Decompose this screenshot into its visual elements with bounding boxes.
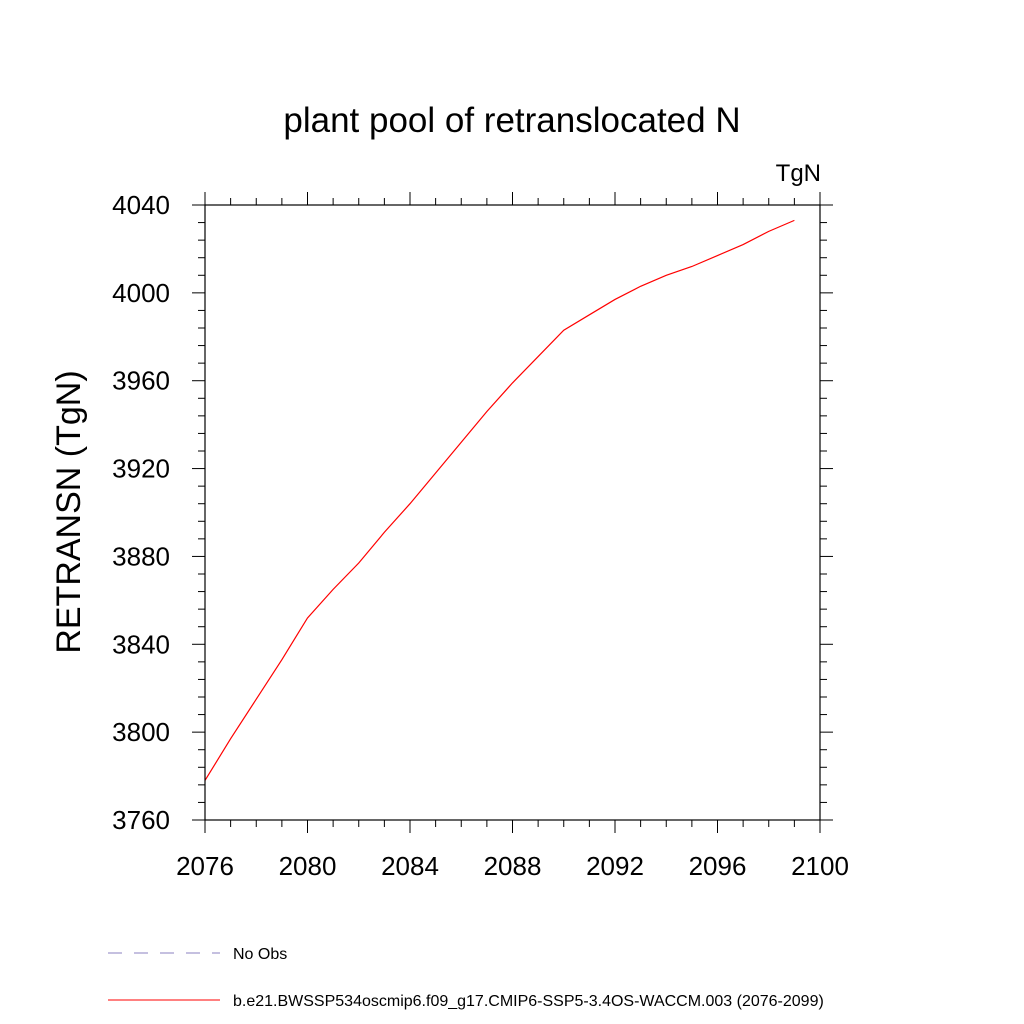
- x-tick-label: 2092: [586, 851, 644, 881]
- ticks-layer: 3760 3800 3840 3880 3920 3960 4000 4040 2076 2080…: [112, 190, 849, 881]
- y-tick-label: 3920: [112, 454, 170, 484]
- x-tick-label: 2080: [279, 851, 337, 881]
- y-axis-label: RETRANSN (TgN): [50, 370, 88, 653]
- series-line-1: [204, 219, 795, 781]
- legend: No Obs b.e21.BWSSP534oscmip6.f09_g17.CMIP…: [108, 946, 824, 1010]
- y-tick-label: 3800: [112, 717, 170, 747]
- legend-label-0: No Obs: [233, 946, 287, 963]
- legend-label-1: b.e21.BWSSP534oscmip6.f09_g17.CMIP6-SSP5…: [233, 993, 824, 1010]
- y-tick-label: 3760: [112, 805, 170, 835]
- x-tick-label: 2100: [791, 851, 849, 881]
- x-tick-label: 2088: [484, 851, 542, 881]
- x-tick-label: 2076: [176, 851, 234, 881]
- x-tick-label: 2084: [381, 851, 439, 881]
- y-tick-label: 4040: [112, 190, 170, 220]
- x-tick-label: 2096: [689, 851, 747, 881]
- y-tick-label: 4000: [112, 278, 170, 308]
- plot-frame: [204, 204, 821, 821]
- y-tick-label: 3960: [112, 366, 170, 396]
- y-tick-label: 3880: [112, 541, 170, 571]
- chart-title: plant pool of retranslocated N: [283, 101, 740, 140]
- y-tick-label: 3840: [112, 629, 170, 659]
- units-label: TgN: [776, 160, 821, 187]
- series-layer: [204, 219, 795, 781]
